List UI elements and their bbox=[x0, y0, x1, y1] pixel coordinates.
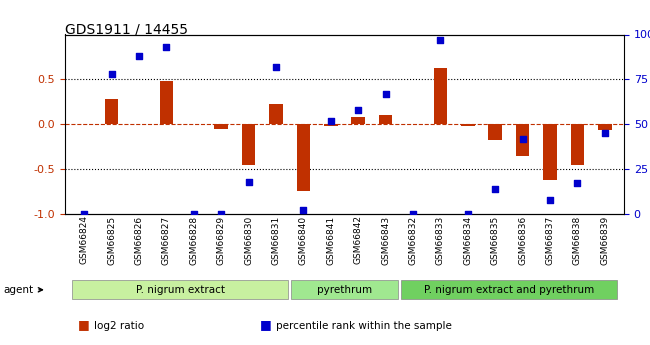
Text: GSM66825: GSM66825 bbox=[107, 215, 116, 265]
Point bbox=[599, 130, 610, 136]
Text: GSM66843: GSM66843 bbox=[381, 215, 390, 265]
Text: GDS1911 / 14455: GDS1911 / 14455 bbox=[65, 22, 188, 37]
Point bbox=[107, 71, 117, 77]
Bar bbox=[269, 105, 283, 124]
Text: GSM66828: GSM66828 bbox=[189, 215, 198, 265]
Point bbox=[517, 136, 528, 141]
Text: GSM66831: GSM66831 bbox=[272, 215, 281, 265]
Bar bbox=[543, 124, 557, 180]
Text: percentile rank within the sample: percentile rank within the sample bbox=[276, 321, 452, 331]
Bar bbox=[598, 124, 612, 130]
Text: pyrethrum: pyrethrum bbox=[317, 285, 372, 295]
Bar bbox=[159, 81, 174, 124]
Point bbox=[188, 211, 199, 217]
Point bbox=[298, 208, 309, 213]
Text: P. nigrum extract and pyrethrum: P. nigrum extract and pyrethrum bbox=[424, 285, 594, 295]
FancyBboxPatch shape bbox=[400, 280, 617, 299]
Text: GSM66839: GSM66839 bbox=[601, 215, 609, 265]
Text: GSM66832: GSM66832 bbox=[408, 215, 417, 265]
Bar bbox=[515, 124, 530, 156]
Text: GSM66829: GSM66829 bbox=[216, 215, 226, 265]
Point bbox=[216, 211, 226, 217]
Bar bbox=[242, 124, 255, 165]
Text: P. nigrum extract: P. nigrum extract bbox=[136, 285, 225, 295]
Point bbox=[161, 44, 172, 50]
Bar bbox=[434, 68, 447, 124]
Point bbox=[79, 211, 90, 217]
Text: GSM66826: GSM66826 bbox=[135, 215, 144, 265]
Point bbox=[572, 181, 582, 186]
Text: ■: ■ bbox=[260, 318, 272, 331]
Text: log2 ratio: log2 ratio bbox=[94, 321, 144, 331]
FancyBboxPatch shape bbox=[291, 280, 398, 299]
Bar bbox=[324, 124, 337, 126]
Point bbox=[380, 91, 391, 97]
Text: GSM66827: GSM66827 bbox=[162, 215, 171, 265]
Text: GSM66824: GSM66824 bbox=[80, 215, 88, 265]
Point bbox=[271, 64, 281, 70]
Text: GSM66838: GSM66838 bbox=[573, 215, 582, 265]
Point bbox=[326, 118, 336, 124]
Text: ■: ■ bbox=[78, 318, 90, 331]
Bar bbox=[488, 124, 502, 140]
FancyBboxPatch shape bbox=[72, 280, 289, 299]
Text: GSM66830: GSM66830 bbox=[244, 215, 253, 265]
Text: GSM66834: GSM66834 bbox=[463, 215, 473, 265]
Point bbox=[134, 53, 144, 59]
Text: GSM66836: GSM66836 bbox=[518, 215, 527, 265]
Text: GSM66842: GSM66842 bbox=[354, 215, 363, 265]
Bar bbox=[461, 124, 474, 126]
Bar bbox=[571, 124, 584, 165]
Point bbox=[353, 107, 363, 112]
Point bbox=[463, 211, 473, 217]
Text: GSM66835: GSM66835 bbox=[491, 215, 500, 265]
Bar bbox=[296, 124, 310, 191]
Point bbox=[243, 179, 254, 184]
Bar bbox=[214, 124, 228, 129]
Text: GSM66833: GSM66833 bbox=[436, 215, 445, 265]
Text: GSM66840: GSM66840 bbox=[299, 215, 308, 265]
Bar bbox=[352, 117, 365, 124]
Text: agent: agent bbox=[3, 285, 42, 295]
Point bbox=[490, 186, 501, 191]
Bar bbox=[379, 115, 393, 124]
Point bbox=[408, 211, 418, 217]
Text: GSM66837: GSM66837 bbox=[545, 215, 554, 265]
Point bbox=[436, 37, 446, 43]
Bar bbox=[105, 99, 118, 124]
Text: GSM66841: GSM66841 bbox=[326, 215, 335, 265]
Point bbox=[545, 197, 555, 202]
